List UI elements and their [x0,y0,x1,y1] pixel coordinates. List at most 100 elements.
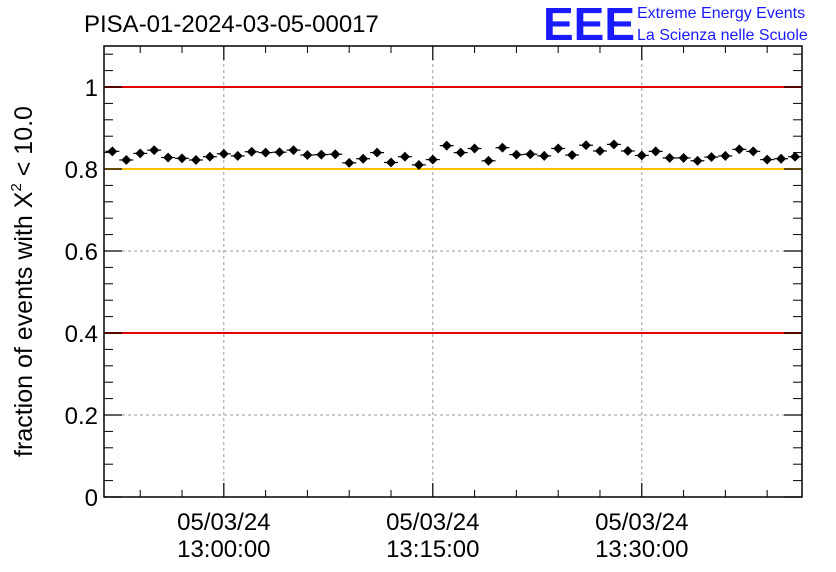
x-tick-label-time: 13:00:00 [177,536,270,563]
y-tick-label: 0.2 [65,403,98,430]
data-point [370,147,385,158]
data-point [774,153,789,164]
marker [441,140,452,151]
x-tick-label-date: 05/03/24 [386,509,479,536]
data-point [523,149,538,160]
marker [469,143,480,154]
data-point [453,147,468,158]
marker [149,145,160,156]
marker [274,147,285,158]
marker [121,155,132,165]
data-point [328,149,343,160]
marker [163,152,174,163]
data-point [467,143,482,154]
data-point [537,150,552,161]
data-point [244,146,259,157]
marker [344,157,355,168]
marker [288,145,299,156]
plot-frame [103,45,803,498]
y-axis-label: fraction of events with X2 < 10.0 [8,106,38,457]
data-point [216,148,231,159]
marker [232,150,243,161]
marker [553,143,564,154]
x-tick-label-time: 13:30:00 [595,536,688,563]
marker [650,146,661,157]
data-point [579,140,594,151]
data-point [732,144,747,155]
x-tick-label-date: 05/03/24 [595,509,688,536]
data-point [202,151,217,162]
data-point [606,139,621,150]
logo: EEE Extreme Energy Events La Scienza nel… [543,0,808,50]
data-point [620,146,635,156]
data-point [188,155,203,165]
y-tick-label: 0 [85,485,98,512]
marker [511,149,522,160]
marker [734,144,745,155]
data-point [760,154,775,165]
marker [762,154,773,165]
data-point [119,155,134,165]
x-axis: 05/03/2413:00:0005/03/2413:15:0005/03/24… [139,46,768,563]
data-point [634,150,649,161]
marker [191,155,201,165]
marker [706,152,717,163]
data-point [272,147,287,158]
data-point [788,151,802,162]
logo-mark: EEE [543,0,635,50]
data-point [704,152,719,163]
data-point [230,150,245,161]
x-tick-label-date: 05/03/24 [177,509,270,536]
marker [539,150,550,161]
marker [608,139,619,150]
data-point [342,157,357,168]
data-point [565,150,580,161]
data-point [314,149,329,160]
data-point [676,152,691,163]
data-point [105,146,120,157]
marker [316,149,327,160]
data-point [397,151,412,162]
marker [330,149,341,160]
marker [455,147,466,158]
data-point [481,155,496,166]
y-axis: 0 0.2 0.4 0.6 0.8 1 [65,53,802,512]
data-point [746,146,761,157]
marker [427,154,438,165]
data-point [551,143,566,154]
data-point [175,153,189,164]
data-point [411,159,426,170]
marker [776,153,787,164]
y-tick-label: 1 [85,75,98,102]
marker [135,148,146,159]
marker [372,147,383,158]
marker [692,155,703,166]
logo-line-2: La Scienza nelle Scuole [637,27,808,44]
y-axis-label-suffix: < 10.0 [10,106,38,183]
data-point [648,146,663,157]
marker [497,142,508,153]
data-point [662,152,677,163]
marker [748,146,759,157]
y-axis-label-main: fraction of events with X [10,191,38,457]
marker [177,153,187,164]
data-point [718,150,733,161]
chart-title: PISA-01-2024-03-05-00017 [84,11,379,38]
marker [595,146,605,156]
reference-lines [104,86,802,334]
data-point [258,147,273,158]
marker [386,157,396,168]
marker [483,155,494,166]
data-point [356,153,371,164]
y-tick-label: 0.4 [65,321,98,348]
marker [678,152,689,163]
data-point [300,150,315,161]
marker [790,151,800,162]
marker [636,150,647,161]
logo-line-1: Extreme Energy Events [637,5,805,22]
marker [218,148,229,159]
y-axis-label-superscript: 2 [8,183,25,191]
marker [107,146,118,157]
marker [399,151,410,162]
